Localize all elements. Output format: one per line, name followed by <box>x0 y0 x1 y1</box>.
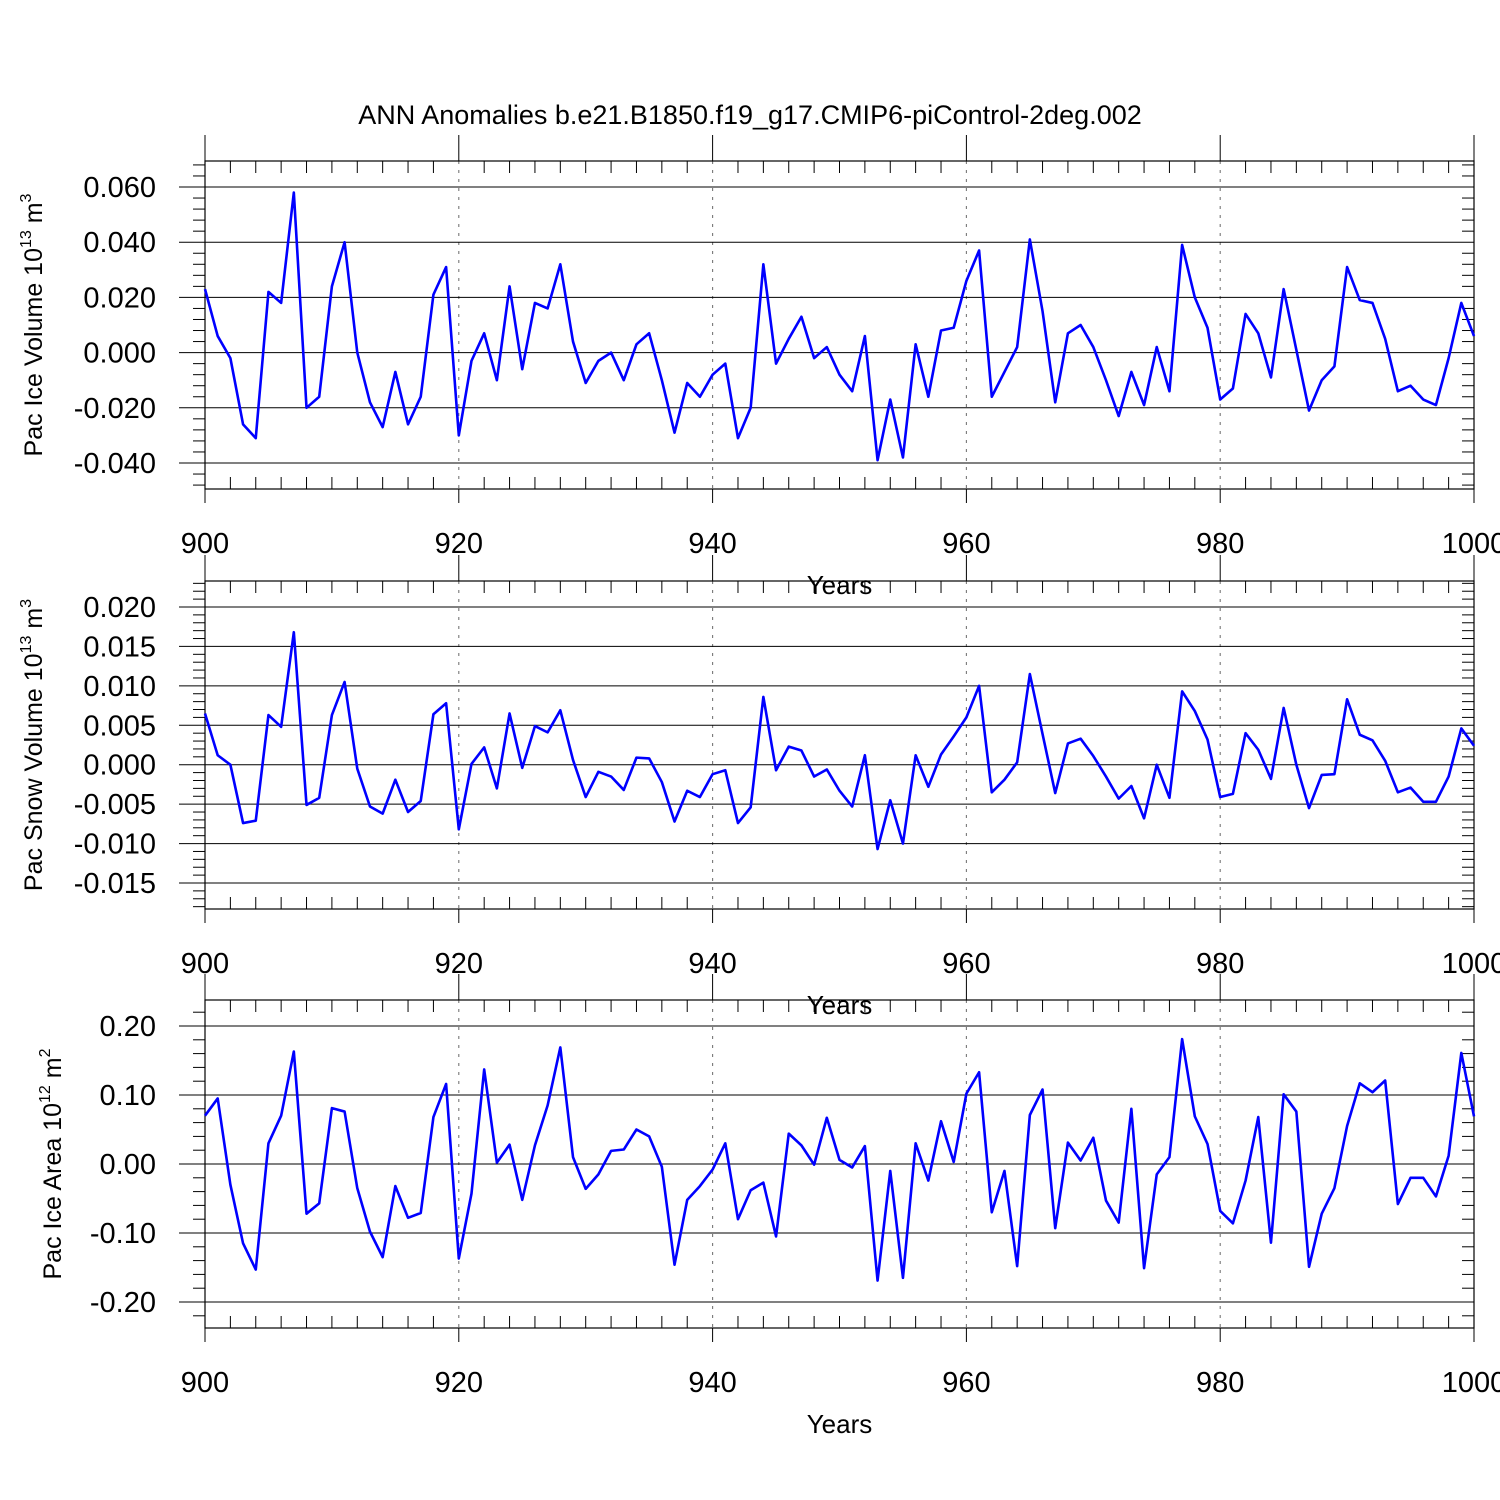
y-tick-label: 0.060 <box>83 172 156 204</box>
y-tick-label: -0.020 <box>74 393 156 425</box>
panel-ice-volume: -0.040 -0.020 0.000 0.020 0.040 0.060 900 920 94… <box>18 135 1500 600</box>
y-tick-label: -0.010 <box>74 829 156 861</box>
x-tick-label: 940 <box>688 528 736 560</box>
y-tick-label: -0.015 <box>74 868 156 900</box>
y-axis-label: Pac Ice Area 1012 m2 <box>37 1048 67 1279</box>
y-tick-label: 0.020 <box>83 282 156 314</box>
x-tick-label: 1000 <box>1442 1367 1500 1399</box>
y-axis-label: Pac Ice Volume 1013 m3 <box>18 193 48 456</box>
y-axis-label: Pac Snow Volume 1013 m3 <box>18 599 48 891</box>
y-tick-label: 0.20 <box>100 1011 156 1043</box>
y-tick-label: -0.040 <box>74 448 156 480</box>
x-tick-label: 920 <box>435 1367 483 1399</box>
x-tick-label: 980 <box>1196 1367 1244 1399</box>
y-tick-label: 0.020 <box>83 592 156 624</box>
y-tick-label: -0.005 <box>74 789 156 821</box>
y-tick-label: 0.005 <box>83 710 156 742</box>
figure-title: ANN Anomalies b.e21.B1850.f19_g17.CMIP6-… <box>358 100 1142 130</box>
y-tick-label: 0.00 <box>100 1149 156 1181</box>
x-tick-label: 980 <box>1196 528 1244 560</box>
x-tick-label: 960 <box>942 528 990 560</box>
series-line <box>203 630 1476 851</box>
x-tick-label: 940 <box>688 1367 736 1399</box>
x-axis-label: Years <box>807 1409 873 1439</box>
panel-snow-volume: -0.015 -0.010 -0.005 0.000 0.005 0.010 0.015 0.… <box>18 555 1500 1020</box>
x-tick-label: 1000 <box>1442 948 1500 980</box>
y-tick-label: 0.010 <box>83 671 156 703</box>
series-line <box>203 191 1476 462</box>
x-tick-label: 900 <box>181 528 229 560</box>
panel-ice-area: -0.20 -0.10 0.00 0.10 0.20 900 920 940 960 980 100… <box>37 974 1500 1439</box>
x-tick-label: 960 <box>942 1367 990 1399</box>
x-tick-label: 920 <box>435 528 483 560</box>
y-tick-label: 0.040 <box>83 227 156 259</box>
y-tick-label: 0.015 <box>83 631 156 663</box>
y-tick-label: -0.10 <box>90 1218 156 1250</box>
y-tick-label: 0.10 <box>100 1080 156 1112</box>
y-tick-label: -0.20 <box>90 1287 156 1319</box>
y-tick-label: 0.000 <box>83 750 156 782</box>
x-tick-label: 900 <box>181 1367 229 1399</box>
series-line <box>203 1037 1476 1282</box>
y-tick-label: 0.000 <box>83 338 156 370</box>
x-tick-label: 1000 <box>1442 528 1500 560</box>
